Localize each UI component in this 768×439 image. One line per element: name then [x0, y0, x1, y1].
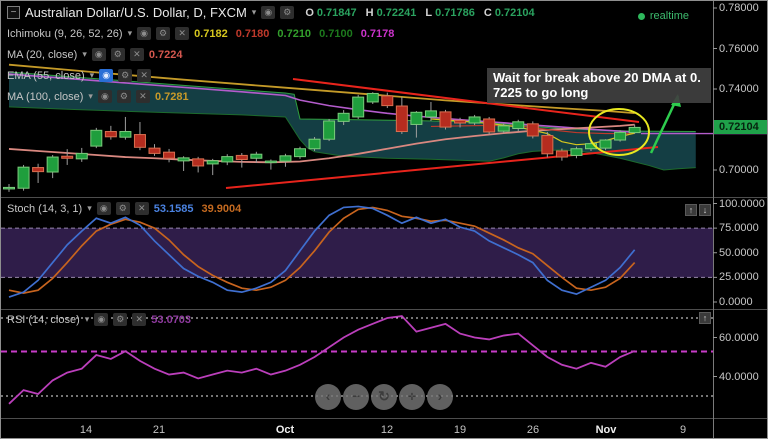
x-axis-label: 14 — [79, 424, 93, 436]
price-tick: 0.74000 — [719, 83, 759, 95]
realtime-status: realtime — [637, 10, 689, 22]
price-tick: 0.70000 — [719, 164, 759, 176]
gear-icon[interactable]: ⚙ — [280, 6, 295, 19]
gear-icon[interactable]: ⚙ — [110, 48, 125, 61]
stoch-tick: 100.0000 — [719, 197, 765, 210]
chevron-down-icon[interactable]: ▾ — [89, 70, 95, 80]
indicator-value: 0.7182 — [194, 27, 228, 40]
symbol-header: − Australian Dollar/U.S. Dollar, D, FXCM… — [7, 5, 535, 20]
gear-icon[interactable]: ⚙ — [113, 313, 128, 326]
indicator-value: 0.7224 — [148, 48, 183, 61]
stoch-move-down-button[interactable]: ↓ — [699, 204, 711, 216]
rsi-tick: 40.0000 — [719, 370, 759, 383]
chevron-down-icon[interactable]: ▾ — [127, 28, 133, 38]
indicator-values: 53.1585 39.9004 — [154, 203, 242, 215]
realtime-dot-icon — [637, 12, 645, 20]
eye-icon[interactable]: ◉ — [91, 48, 106, 61]
ohlc-item: C 0.72104 — [483, 6, 535, 19]
annotation-note[interactable]: Wait for break above 20 DMA at 0. 7225 t… — [487, 68, 711, 103]
x-axis-label: Nov — [595, 424, 617, 436]
x-axis-label: Oct — [275, 424, 295, 436]
chevron-down-icon[interactable]: ▾ — [82, 49, 87, 59]
stoch-tick: 25.0000 — [719, 271, 759, 284]
symbol-title[interactable]: Australian Dollar/U.S. Dollar, D, FXCM — [25, 5, 247, 20]
x-axis-label: 12 — [380, 424, 394, 436]
indicator-values: 0.7224 — [149, 49, 183, 61]
indicator-value: 0.7180 — [235, 27, 270, 40]
eye-icon[interactable]: ◉ — [261, 6, 276, 19]
chevron-down-icon[interactable]: ▾ — [251, 7, 257, 17]
indicator-value: 0.7100 — [319, 27, 353, 40]
x-axis-label: 9 — [679, 424, 687, 436]
indicator-values: 0.7182 0.7180 0.7210 0.7100 0.7178 — [194, 28, 394, 40]
legend-rsi: RSI (14, close) ▾ ◉ ⚙ ✕ 53.0703 — [7, 313, 191, 326]
legend-ma20: MA (20, close) ▾ ◉ ⚙ ✕ 0.7224 — [7, 48, 183, 61]
x-axis-label: 21 — [152, 424, 166, 436]
close-icon[interactable]: ✕ — [134, 202, 149, 215]
collapse-icon[interactable]: − — [7, 6, 20, 19]
annotation-line2: 7225 to go long — [493, 85, 589, 100]
ohlc-readout: O 0.71847 H 0.72241 L 0.71786 C 0.72104 — [305, 7, 534, 19]
realtime-label: realtime — [649, 10, 689, 22]
price-tick: 0.78000 — [719, 2, 759, 14]
close-icon[interactable]: ✕ — [135, 90, 150, 103]
rsi-move-up-button[interactable]: ↑ — [699, 312, 711, 324]
ohlc-item: H 0.72241 — [365, 6, 417, 19]
gear-icon[interactable]: ⚙ — [118, 69, 133, 82]
indicator-name[interactable]: RSI (14, close) — [7, 313, 80, 326]
stoch-tick: 75.0000 — [719, 222, 759, 235]
rsi-tick: 60.0000 — [719, 331, 759, 344]
price-tick: 0.76000 — [719, 42, 759, 55]
indicator-value: 53.1585 — [153, 202, 194, 215]
legend-ma100: MA (100, close) ▾ ◉ ⚙ ✕ 0.7281 — [7, 90, 189, 103]
indicator-name[interactable]: Stoch (14, 3, 1) — [7, 202, 83, 215]
x-axis-label: 19 — [453, 424, 467, 436]
annotation-line1: Wait for break above 20 DMA at 0. — [493, 70, 701, 85]
stoch-tick: 0.0000 — [719, 296, 753, 308]
chevron-down-icon[interactable]: ▾ — [84, 314, 90, 324]
indicator-value: 53.0703 — [151, 313, 192, 326]
eye-icon[interactable]: ◉ — [97, 90, 112, 103]
chevron-down-icon[interactable]: ▾ — [87, 203, 92, 213]
stoch-move-up-button[interactable]: ↑ — [685, 204, 697, 216]
eye-icon[interactable]: ◉ — [96, 202, 111, 215]
indicator-name[interactable]: Ichimoku (9, 26, 52, 26) — [7, 27, 123, 40]
legend-ichimoku: Ichimoku (9, 26, 52, 26) ▾ ◉ ⚙ ✕ 0.7182 0… — [7, 27, 394, 40]
indicator-values: 0.7281 — [155, 91, 189, 103]
eye-icon[interactable]: ◉ — [137, 27, 152, 40]
scroll-left-button[interactable]: ‹ — [315, 384, 341, 410]
zoom-in-button[interactable]: + — [399, 384, 425, 410]
indicator-values: 53.0703 — [151, 314, 191, 326]
indicator-name[interactable]: MA (100, close) — [7, 90, 84, 103]
chevron-down-icon[interactable]: ▾ — [88, 91, 93, 101]
reset-view-button[interactable]: ↻ — [371, 384, 397, 410]
indicator-value: 0.7281 — [154, 90, 189, 103]
indicator-value: 0.7210 — [277, 27, 312, 40]
eye-icon[interactable]: ◉ — [94, 313, 109, 326]
close-icon[interactable]: ✕ — [129, 48, 144, 61]
close-icon[interactable]: ✕ — [137, 69, 152, 82]
zoom-out-button[interactable]: − — [343, 384, 369, 410]
legend-stoch: Stoch (14, 3, 1) ▾ ◉ ⚙ ✕ 53.1585 39.9004 — [7, 202, 241, 215]
close-icon[interactable]: ✕ — [132, 313, 147, 326]
stoch-tick: 50.0000 — [719, 246, 759, 259]
legend-ema55: EMA (55, close) ▾ ◉ ⚙ ✕ — [7, 69, 152, 82]
ohlc-item: O 0.71847 — [305, 6, 357, 19]
x-axis-label: 26 — [526, 424, 540, 436]
ohlc-item: L 0.71786 — [425, 6, 475, 19]
gear-icon[interactable]: ⚙ — [115, 202, 130, 215]
eye-icon[interactable]: ◉ — [99, 69, 114, 82]
close-icon[interactable]: ✕ — [175, 27, 190, 40]
gear-icon[interactable]: ⚙ — [156, 27, 171, 40]
indicator-value: 39.9004 — [201, 202, 242, 215]
scroll-right-button[interactable]: › — [427, 384, 453, 410]
indicator-name[interactable]: EMA (55, close) — [7, 69, 85, 82]
current-price-tag: 0.72104 — [714, 119, 767, 134]
indicator-value: 0.7178 — [360, 27, 395, 40]
indicator-name[interactable]: MA (20, close) — [7, 48, 78, 61]
gear-icon[interactable]: ⚙ — [116, 90, 131, 103]
